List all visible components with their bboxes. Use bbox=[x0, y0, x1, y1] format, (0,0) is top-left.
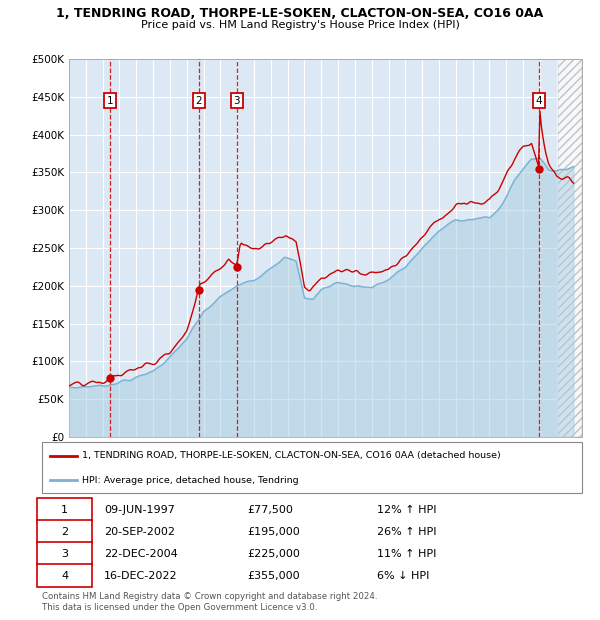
FancyBboxPatch shape bbox=[37, 564, 92, 587]
Text: 12% ↑ HPI: 12% ↑ HPI bbox=[377, 505, 436, 515]
Text: 1, TENDRING ROAD, THORPE-LE-SOKEN, CLACTON-ON-SEA, CO16 0AA: 1, TENDRING ROAD, THORPE-LE-SOKEN, CLACT… bbox=[56, 7, 544, 20]
Text: 4: 4 bbox=[536, 95, 542, 105]
Text: 1: 1 bbox=[107, 95, 113, 105]
Text: 6% ↓ HPI: 6% ↓ HPI bbox=[377, 571, 429, 581]
Text: 2: 2 bbox=[196, 95, 202, 105]
FancyBboxPatch shape bbox=[37, 498, 92, 521]
Text: 22-DEC-2004: 22-DEC-2004 bbox=[104, 549, 178, 559]
Text: £195,000: £195,000 bbox=[247, 526, 300, 537]
Text: 1, TENDRING ROAD, THORPE-LE-SOKEN, CLACTON-ON-SEA, CO16 0AA (detached house): 1, TENDRING ROAD, THORPE-LE-SOKEN, CLACT… bbox=[83, 451, 501, 460]
FancyBboxPatch shape bbox=[37, 520, 92, 543]
Text: 4: 4 bbox=[61, 571, 68, 581]
Text: 2: 2 bbox=[61, 526, 68, 537]
Text: 1: 1 bbox=[61, 505, 68, 515]
Text: 26% ↑ HPI: 26% ↑ HPI bbox=[377, 526, 436, 537]
Text: 3: 3 bbox=[61, 549, 68, 559]
Text: £355,000: £355,000 bbox=[247, 571, 300, 581]
Text: £77,500: £77,500 bbox=[247, 505, 293, 515]
Text: Price paid vs. HM Land Registry's House Price Index (HPI): Price paid vs. HM Land Registry's House … bbox=[140, 20, 460, 30]
Text: Contains HM Land Registry data © Crown copyright and database right 2024.
This d: Contains HM Land Registry data © Crown c… bbox=[42, 592, 377, 611]
Text: HPI: Average price, detached house, Tendring: HPI: Average price, detached house, Tend… bbox=[83, 476, 299, 485]
Text: 11% ↑ HPI: 11% ↑ HPI bbox=[377, 549, 436, 559]
Text: 16-DEC-2022: 16-DEC-2022 bbox=[104, 571, 178, 581]
Text: 3: 3 bbox=[233, 95, 240, 105]
FancyBboxPatch shape bbox=[42, 442, 582, 493]
Text: £225,000: £225,000 bbox=[247, 549, 300, 559]
Text: 09-JUN-1997: 09-JUN-1997 bbox=[104, 505, 175, 515]
FancyBboxPatch shape bbox=[37, 542, 92, 565]
Text: 20-SEP-2002: 20-SEP-2002 bbox=[104, 526, 175, 537]
